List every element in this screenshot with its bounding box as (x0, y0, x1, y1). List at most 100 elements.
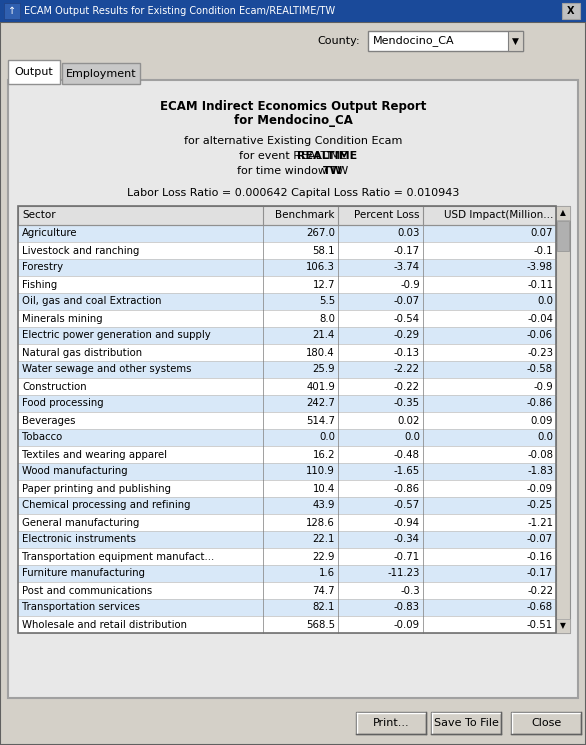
Text: 110.9: 110.9 (306, 466, 335, 477)
Text: Transportation equipment manufact...: Transportation equipment manufact... (22, 551, 214, 562)
Text: -0.11: -0.11 (527, 279, 553, 290)
Text: -0.13: -0.13 (394, 347, 420, 358)
Text: 0.0: 0.0 (537, 433, 553, 443)
FancyBboxPatch shape (18, 565, 556, 582)
Text: 21.4: 21.4 (312, 331, 335, 340)
FancyBboxPatch shape (356, 712, 426, 734)
Text: ▲: ▲ (560, 209, 566, 218)
Text: for alternative Existing Condition Ecam: for alternative Existing Condition Ecam (184, 136, 402, 146)
Text: Transportation services: Transportation services (22, 603, 140, 612)
Text: -2.22: -2.22 (394, 364, 420, 375)
Text: Print...: Print... (373, 718, 409, 728)
Text: Save To File: Save To File (434, 718, 499, 728)
Text: -11.23: -11.23 (387, 568, 420, 579)
Text: Agriculture: Agriculture (22, 229, 77, 238)
Text: Sector: Sector (22, 211, 56, 221)
FancyBboxPatch shape (18, 259, 556, 276)
Text: 514.7: 514.7 (306, 416, 335, 425)
Text: -0.08: -0.08 (527, 449, 553, 460)
FancyBboxPatch shape (556, 206, 570, 633)
Text: -0.04: -0.04 (527, 314, 553, 323)
Text: 0.03: 0.03 (398, 229, 420, 238)
Text: -0.07: -0.07 (394, 297, 420, 306)
FancyBboxPatch shape (18, 548, 556, 565)
FancyBboxPatch shape (18, 395, 556, 412)
Text: TW: TW (323, 166, 343, 176)
Text: 128.6: 128.6 (306, 518, 335, 527)
Text: -0.57: -0.57 (394, 501, 420, 510)
FancyBboxPatch shape (0, 22, 586, 745)
Text: 0.02: 0.02 (398, 416, 420, 425)
FancyBboxPatch shape (62, 63, 140, 84)
FancyBboxPatch shape (18, 327, 556, 344)
Text: Chemical processing and refining: Chemical processing and refining (22, 501, 190, 510)
Text: 242.7: 242.7 (306, 399, 335, 408)
Text: 0.0: 0.0 (404, 433, 420, 443)
Text: -1.65: -1.65 (394, 466, 420, 477)
Text: 180.4: 180.4 (306, 347, 335, 358)
Text: ECAM Indirect Economics Output Report: ECAM Indirect Economics Output Report (160, 100, 426, 113)
Text: -0.09: -0.09 (394, 620, 420, 630)
Text: -0.51: -0.51 (527, 620, 553, 630)
Text: -0.3: -0.3 (400, 586, 420, 595)
FancyBboxPatch shape (18, 310, 556, 327)
Text: Beverages: Beverages (22, 416, 76, 425)
Text: 22.9: 22.9 (312, 551, 335, 562)
Text: REALTIME: REALTIME (297, 151, 357, 161)
Text: -1.21: -1.21 (527, 518, 553, 527)
Text: ▼: ▼ (512, 37, 519, 45)
FancyBboxPatch shape (18, 378, 556, 395)
Text: Minerals mining: Minerals mining (22, 314, 103, 323)
Text: -3.98: -3.98 (527, 262, 553, 273)
Text: 0.0: 0.0 (319, 433, 335, 443)
Text: Mendocino_CA: Mendocino_CA (373, 36, 455, 46)
FancyBboxPatch shape (511, 712, 581, 734)
Text: ▼: ▼ (560, 621, 566, 630)
Text: 401.9: 401.9 (306, 381, 335, 392)
FancyBboxPatch shape (18, 344, 556, 361)
Text: 0.0: 0.0 (537, 297, 553, 306)
Text: -0.68: -0.68 (527, 603, 553, 612)
Text: 82.1: 82.1 (312, 603, 335, 612)
FancyBboxPatch shape (508, 31, 523, 51)
FancyBboxPatch shape (18, 225, 556, 242)
Text: Furniture manufacturing: Furniture manufacturing (22, 568, 145, 579)
FancyBboxPatch shape (18, 242, 556, 259)
FancyBboxPatch shape (18, 206, 556, 225)
FancyBboxPatch shape (18, 361, 556, 378)
Text: 106.3: 106.3 (306, 262, 335, 273)
Text: Close: Close (531, 718, 561, 728)
Text: -0.17: -0.17 (527, 568, 553, 579)
Text: -0.25: -0.25 (527, 501, 553, 510)
Text: 12.7: 12.7 (312, 279, 335, 290)
Text: ECAM Output Results for Existing Condition Ecam/REALTIME/TW: ECAM Output Results for Existing Conditi… (24, 6, 335, 16)
Text: -0.9: -0.9 (533, 381, 553, 392)
Text: General manufacturing: General manufacturing (22, 518, 139, 527)
Text: 5.5: 5.5 (319, 297, 335, 306)
Text: 0.07: 0.07 (530, 229, 553, 238)
Text: -0.83: -0.83 (394, 603, 420, 612)
Text: Percent Loss: Percent Loss (355, 211, 420, 221)
Text: Employment: Employment (66, 69, 137, 79)
Text: -0.22: -0.22 (394, 381, 420, 392)
Text: Water sewage and other systems: Water sewage and other systems (22, 364, 192, 375)
Text: -0.86: -0.86 (527, 399, 553, 408)
FancyBboxPatch shape (18, 531, 556, 548)
FancyBboxPatch shape (18, 497, 556, 514)
Text: Wood manufacturing: Wood manufacturing (22, 466, 128, 477)
Text: 568.5: 568.5 (306, 620, 335, 630)
FancyBboxPatch shape (18, 480, 556, 497)
FancyBboxPatch shape (18, 276, 556, 293)
FancyBboxPatch shape (18, 616, 556, 633)
Text: USD Impact(Million...: USD Impact(Million... (444, 211, 553, 221)
Text: -0.17: -0.17 (394, 246, 420, 256)
Text: -0.09: -0.09 (527, 484, 553, 493)
Text: -3.74: -3.74 (394, 262, 420, 273)
Text: -1.83: -1.83 (527, 466, 553, 477)
Text: -0.54: -0.54 (394, 314, 420, 323)
Text: Labor Loss Ratio = 0.000642 Capital Loss Ratio = 0.010943: Labor Loss Ratio = 0.000642 Capital Loss… (127, 188, 459, 198)
FancyBboxPatch shape (18, 446, 556, 463)
Text: Tobacco: Tobacco (22, 433, 62, 443)
Text: -0.16: -0.16 (527, 551, 553, 562)
Text: -0.23: -0.23 (527, 347, 553, 358)
